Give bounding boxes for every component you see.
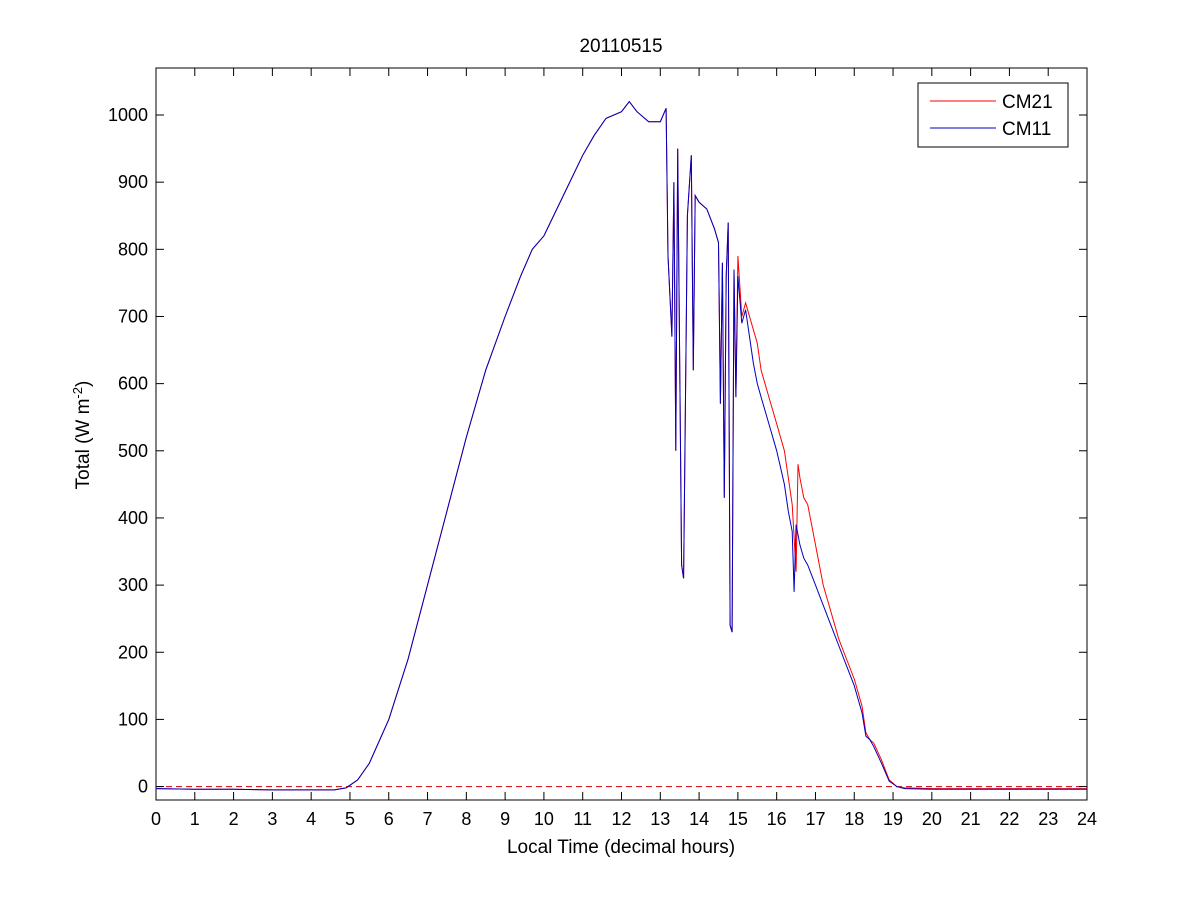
- plot-frame: [155, 67, 1088, 801]
- x-tick-label: 23: [1038, 809, 1058, 829]
- y-axis-title-base: Total (W m: [73, 399, 94, 490]
- x-tick-label: 7: [423, 809, 433, 829]
- x-tick-label: 0: [151, 809, 161, 829]
- x-tick-label: 3: [267, 809, 277, 829]
- y-tick-label: 800: [118, 239, 148, 259]
- y-tick-label: 300: [118, 575, 148, 595]
- x-tick-label: 19: [883, 809, 903, 829]
- y-tick-label: 1000: [108, 105, 148, 125]
- x-tick-label: 8: [461, 809, 471, 829]
- x-tick-label: 9: [500, 809, 510, 829]
- x-tick-label: 21: [961, 809, 981, 829]
- series-layer: [155, 100, 1087, 791]
- legend-label-cm11: CM11: [1002, 119, 1051, 140]
- x-tick-label: 12: [611, 809, 631, 829]
- y-axis: 0 100 200 300 400 500 600 700 800 900 1000: [108, 105, 1087, 797]
- y-axis-title-close: ): [73, 381, 94, 387]
- y-tick-label: 900: [118, 172, 148, 192]
- series-line-cm11: [155, 100, 1087, 791]
- x-tick-label: 6: [384, 809, 394, 829]
- x-axis: 0 1 2 3 4 5 6 7 8 9 10 11 12 13 14 15 16 17 18 19 20 21 22 23 24: [151, 68, 1097, 829]
- chart-title: 20110515: [579, 36, 662, 57]
- y-tick-label: 500: [118, 441, 148, 461]
- y-axis-title-superscript: -2: [70, 387, 85, 399]
- x-tick-label: 18: [844, 809, 864, 829]
- legend-box: [917, 82, 1069, 148]
- y-tick-label: 400: [118, 508, 148, 528]
- y-axis-title: Total (W m-2): [70, 381, 94, 490]
- y-tick-label: 600: [118, 374, 148, 394]
- y-tick-label: 0: [138, 777, 148, 797]
- x-tick-label: 1: [190, 809, 200, 829]
- x-tick-label: 5: [345, 809, 355, 829]
- x-tick-label: 10: [534, 809, 554, 829]
- x-tick-label: 14: [689, 809, 709, 829]
- x-tick-label: 20: [922, 809, 942, 829]
- x-tick-label: 13: [650, 809, 670, 829]
- plot-area: [155, 67, 1088, 801]
- x-tick-label: 16: [767, 809, 787, 829]
- y-tick-label: 700: [118, 306, 148, 326]
- x-axis-title: Local Time (decimal hours): [507, 837, 735, 858]
- x-tick-label: 17: [805, 809, 825, 829]
- x-tick-label: 11: [573, 809, 592, 829]
- x-tick-label: 24: [1077, 809, 1097, 829]
- legend-label-cm21: CM21: [1002, 92, 1053, 113]
- y-tick-label: 100: [118, 709, 148, 729]
- x-tick-label: 15: [728, 809, 748, 829]
- x-tick-label: 2: [229, 809, 239, 829]
- x-tick-label: 22: [999, 809, 1019, 829]
- x-tick-label: 4: [306, 809, 316, 829]
- y-tick-label: 200: [118, 642, 148, 662]
- legend: CM21 CM11: [917, 82, 1069, 148]
